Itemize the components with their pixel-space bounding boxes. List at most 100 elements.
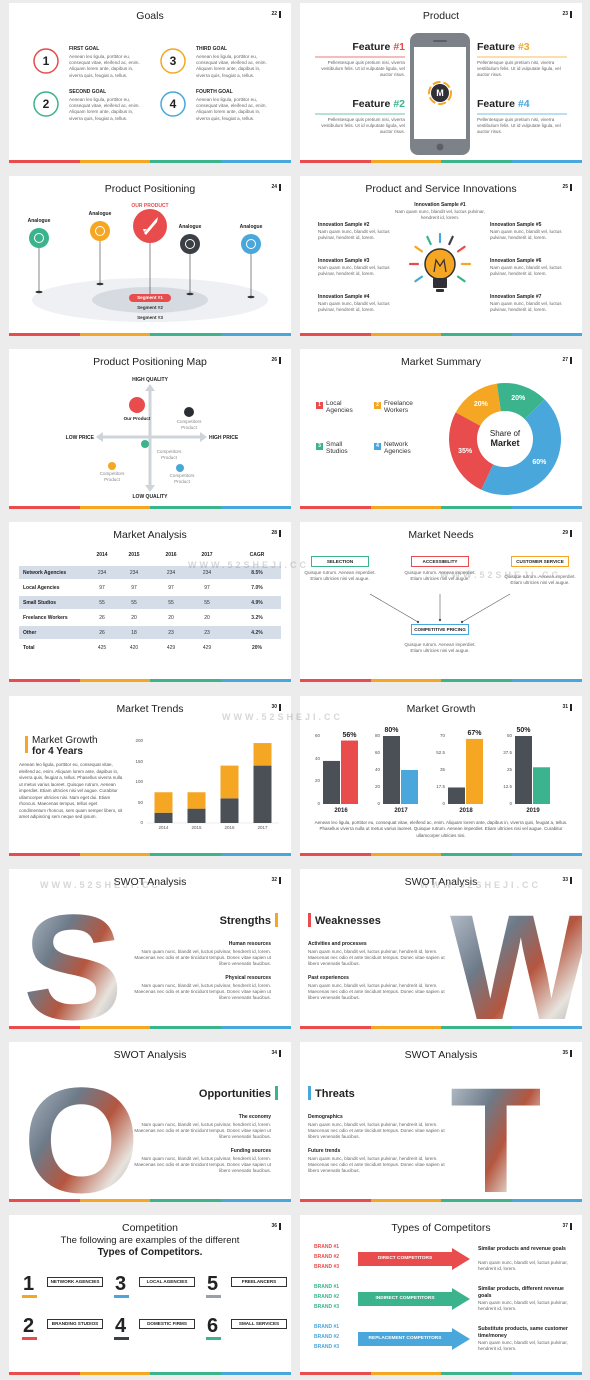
bottom-stripe <box>511 679 582 682</box>
legend-swatch: 1 <box>316 402 323 409</box>
swot-heading: Opportunities <box>198 1088 271 1100</box>
slide-graphics <box>147 743 279 824</box>
bottom-stripe <box>150 853 221 856</box>
feature-tag: #4 <box>517 98 530 110</box>
connector <box>461 593 511 623</box>
bottom-stripe <box>511 333 582 336</box>
y-tick-label: 52.5 <box>436 750 445 755</box>
analogue-marker <box>90 221 110 241</box>
y-tick-label: 37.5 <box>503 750 512 755</box>
bottom-stripe <box>300 1026 371 1029</box>
bottom-stripe <box>511 1199 582 1202</box>
slide-graphics <box>29 209 268 322</box>
bottom-stripe <box>79 853 150 856</box>
sample-title: Innovation Sample #3 <box>318 258 370 264</box>
slide-graphics <box>358 1248 470 1350</box>
section-text: Nam quam nunc, blandit vel, luctus pulvi… <box>134 1156 271 1174</box>
heading-bar <box>308 1086 311 1100</box>
pin-foot <box>247 295 255 299</box>
row-text: Nam quam nunc, blandit vel, luctus pulvi… <box>478 1260 568 1272</box>
logo-letter: M <box>436 88 444 98</box>
map-point <box>184 407 194 417</box>
bottom-stripe <box>370 1026 441 1029</box>
y-tick-label: 0 <box>377 801 380 806</box>
goal-title: SECOND GOAL <box>69 89 107 95</box>
slide-title: Product and Service Innovations <box>365 183 517 195</box>
analogue-marker <box>180 234 200 254</box>
point-label: Our Product <box>123 416 151 421</box>
table-cell: 420 <box>129 645 139 651</box>
brand: BRAND #1 <box>314 1324 340 1330</box>
slide-graphics <box>315 33 567 155</box>
slide-graphics <box>33 48 186 117</box>
bar <box>533 767 550 804</box>
point-label: Competitors Product <box>156 449 182 460</box>
table-cell: 8.5% <box>251 570 263 576</box>
trend-heading: Market Growth <box>32 735 98 746</box>
brand: BRAND #1 <box>314 1244 340 1250</box>
brand: BRAND #2 <box>314 1294 340 1300</box>
slide-number: 31 <box>562 704 568 710</box>
competitor-arrow <box>358 1288 470 1310</box>
slide: Competition 36 The following are examples … <box>9 1215 291 1375</box>
share-slice <box>455 383 501 426</box>
slide-title: SWOT Analysis <box>113 876 187 888</box>
need-box: SELECTION <box>311 556 369 567</box>
bar <box>466 738 483 804</box>
goal-title: THIRD GOAL <box>196 46 228 52</box>
slide-graphics: T <box>450 1056 542 1202</box>
y-tick-label: 70 <box>439 733 445 738</box>
bottom-stripe <box>220 1372 291 1375</box>
bottom-stripe <box>9 160 80 163</box>
bottom-stripe <box>441 506 512 509</box>
section-title: Physical resources <box>225 975 271 981</box>
slide-number: 26 <box>271 357 277 363</box>
feature-label: Feature <box>352 41 391 53</box>
table-cell: 97 <box>131 585 137 591</box>
slide-number: 25 <box>562 184 568 190</box>
slide-title: SWOT Analysis <box>404 876 478 888</box>
watermark: WWW.52SHEJI.CC <box>222 712 344 722</box>
share-slice <box>496 383 545 420</box>
bottom-stripe <box>441 1372 512 1375</box>
value-label: 80% <box>384 727 399 734</box>
sample-title: Innovation Sample #7 <box>490 294 542 300</box>
donut-center: Market <box>490 438 520 448</box>
feature-tag: #1 <box>393 41 405 53</box>
analogue-marker <box>29 228 49 248</box>
slide-title: Competition <box>121 1222 179 1234</box>
slice-label: 35% <box>458 448 473 456</box>
slide: Goals 22 1 FIRST GOAL Aenean leo ligula, por… <box>9 3 291 163</box>
bottom-stripe <box>9 333 80 336</box>
bulb-ray <box>456 275 466 283</box>
number-bar <box>570 1223 572 1230</box>
slide-number: 22 <box>271 11 277 17</box>
bottom-stripe <box>300 160 371 163</box>
intro: Types of Competitors. <box>97 1247 203 1258</box>
heading-bar <box>275 913 278 927</box>
sample-text: Nam quam nunc, blandit vel, luctus pulvi… <box>395 209 485 221</box>
table-cell: 20 <box>131 615 137 621</box>
segment-label: Segment #1 <box>137 294 163 300</box>
slide-number: 34 <box>271 1050 277 1056</box>
legend-swatch: 2 <box>374 402 381 409</box>
goal-circle <box>33 91 59 117</box>
slide: Product 23 M Feature #1 Pellentesque quis pre… <box>300 3 582 163</box>
legend-swatch: 4 <box>374 443 381 450</box>
intro: The following are examples of the differ… <box>60 1235 240 1246</box>
section-text: Nam quam nunc, blandit vel, luctus pulvi… <box>134 1122 271 1140</box>
slide-number: 35 <box>562 1050 568 1056</box>
item-underline <box>22 1337 37 1340</box>
table-cell: 4.2% <box>251 630 263 636</box>
bottom-stripe <box>220 160 291 163</box>
analogue-marker <box>241 234 261 254</box>
number-bar <box>570 530 572 537</box>
item-number: 1 <box>23 1273 35 1295</box>
sample-text: Nam quam nunc, blandit vel, luctus pulvi… <box>318 265 390 277</box>
slide: Market Summary 27 1 Local Agencies 2 Freelanc… <box>300 349 582 509</box>
sample-text: Nam quam nunc, blandit vel, luctus pulvi… <box>318 301 390 313</box>
map-point <box>108 462 116 470</box>
analogue-label: Analogue <box>178 224 202 230</box>
brand: BRAND #3 <box>314 1344 340 1350</box>
row-shade <box>19 566 281 579</box>
